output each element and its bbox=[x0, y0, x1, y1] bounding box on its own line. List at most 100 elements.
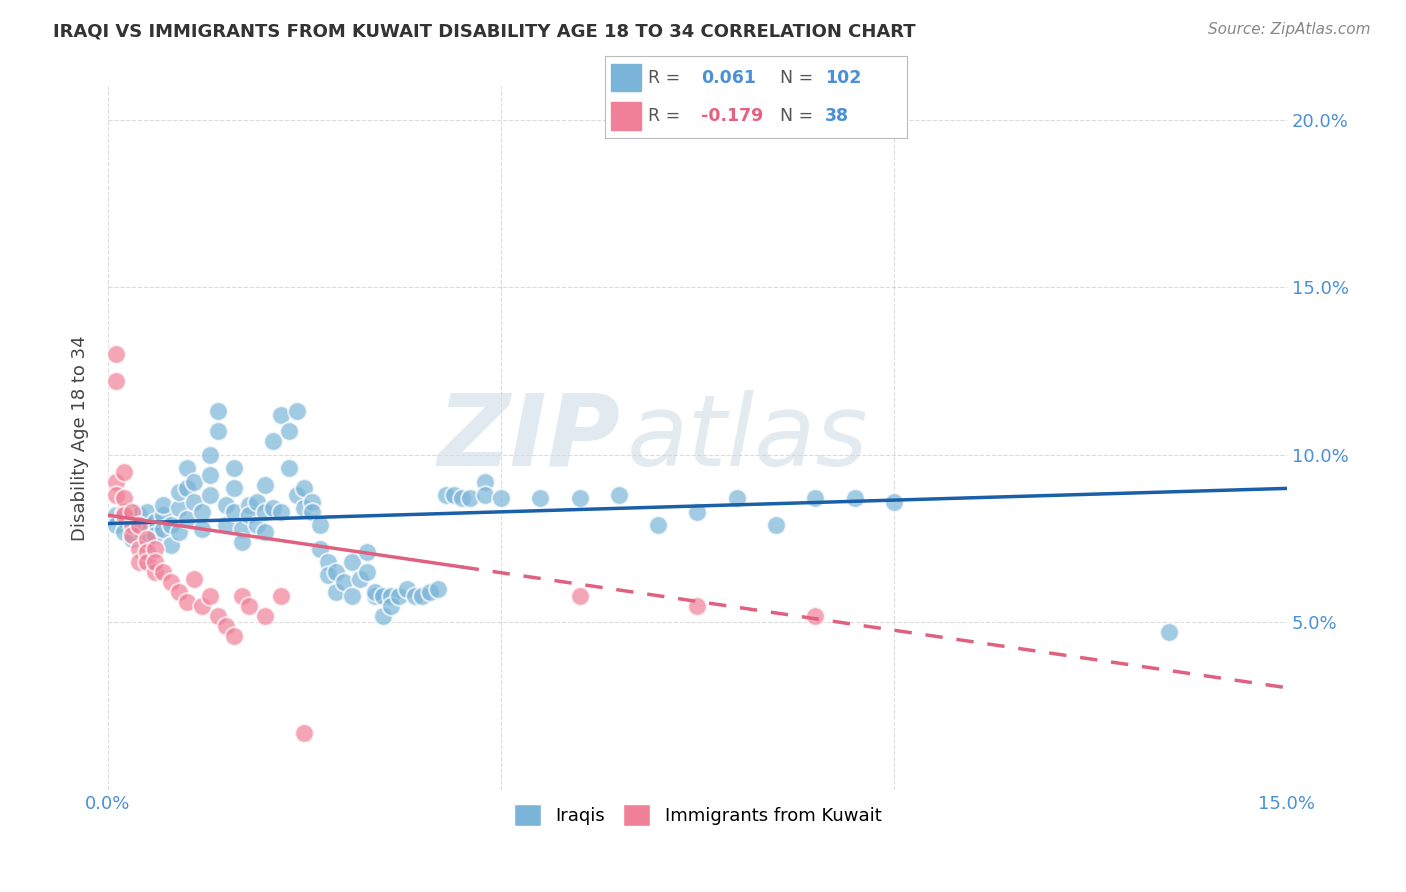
Point bbox=[309, 518, 332, 533]
Point bbox=[388, 589, 411, 603]
Point bbox=[183, 475, 205, 489]
Point bbox=[434, 488, 457, 502]
Point bbox=[160, 538, 183, 552]
Point bbox=[104, 508, 127, 523]
Point bbox=[183, 495, 205, 509]
Point bbox=[458, 491, 481, 506]
Point bbox=[529, 491, 551, 506]
Point bbox=[121, 518, 143, 533]
Point bbox=[844, 491, 866, 506]
Point bbox=[254, 505, 277, 519]
Point bbox=[167, 484, 190, 499]
Bar bbox=[610, 103, 641, 130]
Point bbox=[231, 589, 253, 603]
Point bbox=[277, 425, 299, 439]
Point bbox=[160, 518, 183, 533]
Point bbox=[112, 508, 135, 523]
Point bbox=[294, 501, 316, 516]
Point bbox=[309, 541, 332, 556]
Point bbox=[136, 532, 159, 546]
Point bbox=[270, 589, 292, 603]
Text: 38: 38 bbox=[825, 107, 849, 125]
Point bbox=[238, 508, 260, 523]
Point bbox=[112, 505, 135, 519]
Point bbox=[804, 608, 827, 623]
Point bbox=[104, 374, 127, 388]
Point bbox=[325, 585, 347, 599]
Point bbox=[340, 555, 363, 569]
Point bbox=[1157, 625, 1180, 640]
Point bbox=[568, 491, 591, 506]
Point bbox=[325, 565, 347, 579]
Text: -0.179: -0.179 bbox=[702, 107, 763, 125]
Text: 102: 102 bbox=[825, 69, 862, 87]
Point bbox=[349, 572, 371, 586]
Point bbox=[883, 495, 905, 509]
Point bbox=[231, 535, 253, 549]
Point bbox=[489, 491, 512, 506]
Point bbox=[262, 434, 284, 449]
Point bbox=[395, 582, 418, 596]
Point bbox=[238, 599, 260, 613]
Point bbox=[285, 488, 308, 502]
Point bbox=[198, 448, 221, 462]
Point bbox=[104, 475, 127, 489]
Point bbox=[191, 505, 214, 519]
Text: N =: N = bbox=[780, 107, 813, 125]
Point bbox=[112, 491, 135, 506]
Point bbox=[183, 572, 205, 586]
Point bbox=[686, 599, 709, 613]
Point bbox=[191, 522, 214, 536]
Text: 0.061: 0.061 bbox=[702, 69, 756, 87]
Point bbox=[765, 518, 787, 533]
Point bbox=[136, 555, 159, 569]
Point bbox=[112, 465, 135, 479]
Point bbox=[380, 589, 402, 603]
Point bbox=[686, 505, 709, 519]
Point bbox=[238, 498, 260, 512]
Point bbox=[176, 595, 198, 609]
Point bbox=[285, 404, 308, 418]
Point bbox=[568, 589, 591, 603]
Point bbox=[411, 589, 433, 603]
Point bbox=[152, 522, 174, 536]
Point bbox=[207, 404, 229, 418]
Point bbox=[176, 511, 198, 525]
Point bbox=[143, 565, 166, 579]
Point bbox=[246, 495, 269, 509]
Legend: Iraqis, Immigrants from Kuwait: Iraqis, Immigrants from Kuwait bbox=[506, 797, 889, 834]
Point bbox=[121, 532, 143, 546]
Point bbox=[364, 585, 387, 599]
Text: ZIP: ZIP bbox=[437, 390, 621, 487]
Point bbox=[222, 505, 245, 519]
Point bbox=[294, 726, 316, 740]
Point bbox=[198, 488, 221, 502]
Point bbox=[450, 491, 472, 506]
Point bbox=[207, 425, 229, 439]
Point bbox=[222, 461, 245, 475]
Point bbox=[254, 608, 277, 623]
Point bbox=[419, 585, 441, 599]
Text: atlas: atlas bbox=[627, 390, 869, 487]
Point bbox=[128, 522, 150, 536]
Point bbox=[121, 528, 143, 542]
Point bbox=[607, 488, 630, 502]
Point bbox=[207, 608, 229, 623]
Point bbox=[136, 518, 159, 533]
Point bbox=[215, 619, 238, 633]
Point bbox=[356, 545, 378, 559]
Point bbox=[136, 535, 159, 549]
Point bbox=[340, 589, 363, 603]
Point bbox=[215, 498, 238, 512]
Bar bbox=[610, 63, 641, 92]
Y-axis label: Disability Age 18 to 34: Disability Age 18 to 34 bbox=[72, 335, 89, 541]
Point bbox=[136, 505, 159, 519]
Point bbox=[198, 468, 221, 483]
Point bbox=[143, 515, 166, 529]
Point bbox=[176, 482, 198, 496]
Point bbox=[104, 347, 127, 361]
Point bbox=[474, 488, 496, 502]
Point bbox=[215, 518, 238, 533]
Point bbox=[160, 575, 183, 590]
Point bbox=[231, 522, 253, 536]
